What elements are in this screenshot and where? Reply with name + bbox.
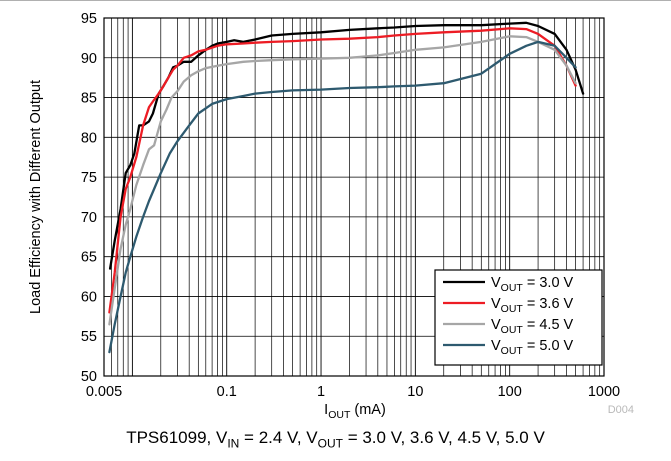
x-tick-label: 100 (498, 384, 522, 400)
y-tick-label: 65 (81, 250, 97, 266)
figure-id-watermark: D004 (608, 404, 634, 416)
top-rule (0, 0, 671, 1)
series-line-1 (108, 21, 585, 270)
y-tick-label: 70 (81, 210, 97, 226)
y-tick-label: 85 (81, 91, 97, 107)
legend-label: VOUT = 5.0 V (491, 338, 574, 357)
y-tick-label: 75 (81, 170, 97, 186)
x-tick-label: 1 (317, 384, 325, 400)
x-axis-label: IOUT (mA) (324, 402, 386, 421)
grid-minor (111, 18, 601, 376)
y-axis-label: Load Efficiency with Different Output (28, 80, 44, 314)
series-line-3 (108, 35, 577, 326)
y-tick-label: 50 (81, 369, 97, 385)
legend: VOUT = 3.0 V VOUT = 3.6 V VOUT = 4.5 V VOUT… (434, 269, 603, 366)
y-tick-label: 60 (81, 289, 97, 305)
series-layer (108, 21, 585, 354)
x-tick-labels: 0.005 0.1 1 10 100 1000 (86, 384, 620, 400)
y-tick-label: 80 (81, 130, 97, 146)
figure-caption: TPS61099, VIN = 2.4 V, VOUT = 3.0 V, 3.6… (126, 428, 545, 451)
y-tick-labels: 50 55 60 65 70 75 80 85 90 95 (81, 11, 97, 385)
y-tick-label: 90 (81, 51, 97, 67)
x-tick-label: 0.005 (86, 384, 122, 400)
x-tick-label: 10 (407, 384, 423, 400)
legend-label: VOUT = 3.0 V (491, 275, 574, 294)
legend-label: VOUT = 3.6 V (491, 296, 574, 315)
legend-box (434, 269, 603, 366)
series-line-4 (108, 40, 577, 354)
y-tick-label: 55 (81, 329, 97, 345)
series-line-2 (108, 27, 577, 314)
y-tick-label: 95 (81, 11, 97, 27)
legend-label: VOUT = 4.5 V (491, 317, 574, 336)
x-tick-label: 0.1 (217, 384, 237, 400)
plot-frame (103, 17, 605, 377)
x-tick-label: 1000 (588, 384, 620, 400)
